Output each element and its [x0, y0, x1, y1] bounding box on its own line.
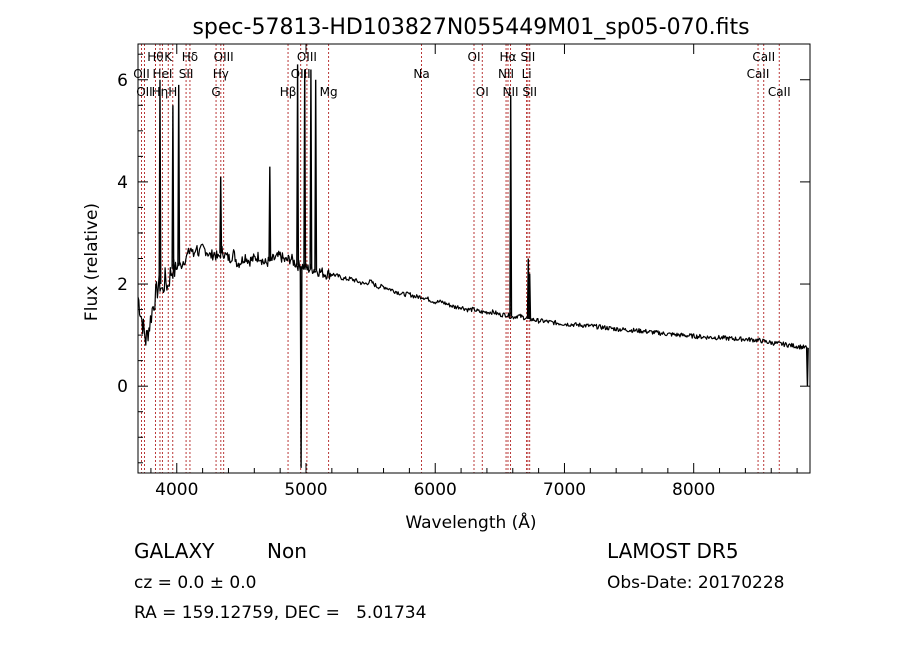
y-axis-ticks: 0 2 4 6 — [117, 53, 810, 464]
x-tick-label-0: 4000 — [155, 480, 198, 500]
y-tick-label-0: 0 — [117, 377, 128, 397]
line-label-11: OIII — [214, 50, 234, 64]
line-label-25: CaII — [747, 67, 770, 81]
line-label-21: NII — [503, 85, 519, 99]
spike-3 — [219, 176, 223, 254]
x-tick-label-2: 6000 — [414, 480, 457, 500]
spike-0 — [158, 79, 162, 285]
y-tick-label-2: 4 — [117, 173, 128, 193]
line-label-10: Hγ — [213, 67, 229, 81]
x-tick-label-1: 5000 — [284, 480, 327, 500]
spike-8 — [309, 69, 313, 269]
line-label-20: Hα — [500, 50, 517, 64]
x-tick-label-3: 7000 — [543, 480, 586, 500]
y-tick-label-3: 6 — [117, 71, 128, 91]
spectral-line-markers — [141, 44, 780, 473]
spike-5 — [296, 64, 300, 265]
line-label-23: SII — [521, 50, 536, 64]
object-subclass: Non — [267, 539, 307, 563]
spike-1 — [171, 105, 175, 269]
line-label-1: OII — [136, 85, 153, 99]
line-label-24: SII — [522, 85, 537, 99]
y-tick-label-1: 2 — [117, 275, 128, 295]
line-label-0: OII — [133, 67, 150, 81]
y-axis-label: Flux (relative) — [82, 203, 102, 321]
line-label-5: K — [164, 50, 173, 64]
line-label-4: HeI — [152, 67, 172, 81]
line-label-18: OI — [476, 85, 489, 99]
x-tick-label-4: 8000 — [672, 480, 715, 500]
coordinates: RA = 159.12759, DEC = 5.01734 — [134, 603, 427, 623]
line-label-8: Hδ — [182, 50, 198, 64]
spike-12 — [528, 273, 532, 320]
line-label-12: Hβ — [280, 85, 297, 99]
line-label-19: NII — [498, 67, 514, 81]
spike-9 — [314, 79, 318, 270]
spike-2 — [177, 84, 181, 265]
line-label-15: Mg — [320, 85, 338, 99]
line-label-17: OI — [468, 50, 481, 64]
chart-title: spec-57813-HD103827N055449M01_sp05-070.f… — [192, 15, 749, 40]
line-label-13: OIII — [291, 67, 311, 81]
spike-7 — [303, 69, 307, 268]
line-label-6: H — [168, 85, 177, 99]
line-label-7: SII — [179, 67, 194, 81]
line-label-27: CaII — [768, 85, 791, 99]
emission-spikes — [158, 64, 809, 468]
spike-13 — [805, 347, 809, 387]
line-label-22: Li — [522, 67, 532, 81]
line-label-16: Na — [413, 67, 429, 81]
line-label-14: OIII — [297, 50, 317, 64]
line-label-2: Hθ — [147, 50, 163, 64]
spike-6 — [299, 266, 303, 468]
line-label-26: CaII — [752, 50, 775, 64]
spike-4 — [268, 166, 272, 262]
x-axis-ticks: 4000 5000 6000 7000 8000 — [150, 44, 798, 500]
line-label-9: G — [211, 85, 220, 99]
redshift-cz: cz = 0.0 ± 0.0 — [134, 573, 257, 593]
spectral-line-labels: OIIOIIHθHηHeIKHSIIHδGHγOIIIHβOIIIOIIIMgN… — [133, 50, 790, 99]
obs-date: Obs-Date: 20170228 — [607, 573, 785, 593]
spectrum-line — [137, 243, 808, 350]
x-axis-label: Wavelength (Å) — [405, 511, 536, 533]
survey-name: LAMOST DR5 — [607, 539, 739, 563]
spike-10 — [509, 95, 513, 317]
object-class: GALAXY — [134, 539, 215, 563]
